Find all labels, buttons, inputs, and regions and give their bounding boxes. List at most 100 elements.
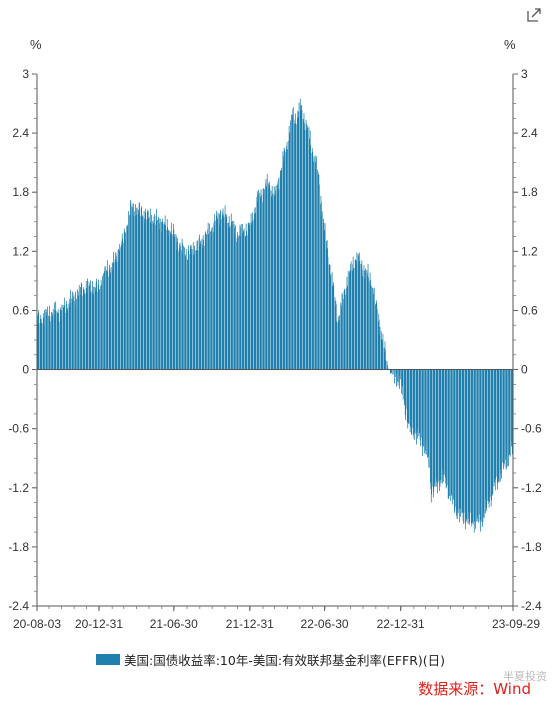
- bar: [341, 308, 342, 370]
- bar: [144, 218, 145, 370]
- bar: [88, 286, 90, 370]
- bar: [460, 369, 461, 517]
- bar: [355, 260, 357, 370]
- bar: [113, 251, 114, 370]
- bar: [66, 300, 67, 370]
- expand-icon[interactable]: [525, 6, 543, 24]
- y-tick-label-left: -1.8: [8, 540, 29, 554]
- bar: [277, 192, 278, 370]
- bar: [316, 156, 317, 370]
- bar: [339, 315, 340, 370]
- bar: [343, 290, 345, 370]
- bar: [99, 289, 100, 370]
- source-note: 数据来源：Wind: [418, 680, 531, 698]
- bar: [358, 252, 360, 370]
- bar: [149, 208, 151, 370]
- bar: [291, 114, 293, 370]
- bar: [122, 238, 123, 370]
- bar: [470, 369, 472, 513]
- bar: [416, 369, 418, 433]
- bar: [445, 369, 447, 489]
- bar: [46, 311, 47, 370]
- bar: [306, 127, 308, 370]
- bar: [172, 234, 174, 370]
- bar: [278, 189, 280, 370]
- bar: [378, 321, 379, 370]
- bar: [178, 248, 180, 370]
- bar: [125, 232, 126, 370]
- bar: [370, 285, 372, 370]
- bar: [204, 233, 206, 370]
- bar: [401, 369, 403, 387]
- bar: [126, 225, 128, 370]
- bar: [107, 271, 109, 370]
- y-tick-label-right: -1.8: [521, 540, 542, 554]
- bar: [177, 238, 178, 370]
- bar: [492, 369, 494, 494]
- bar: [431, 369, 433, 495]
- bar: [439, 369, 440, 491]
- bar: [303, 113, 305, 370]
- bar: [305, 119, 307, 370]
- bar: [417, 369, 418, 439]
- bar: [450, 369, 452, 496]
- bar: [315, 161, 317, 370]
- bar: [363, 265, 365, 370]
- bar: [352, 264, 354, 370]
- y-tick-label-right: 0.6: [521, 303, 538, 317]
- y-unit-left: %: [30, 37, 42, 52]
- bar: [231, 224, 233, 370]
- bar: [432, 369, 434, 498]
- bar: [269, 189, 271, 370]
- bar: [159, 229, 161, 370]
- bar: [477, 369, 478, 519]
- bar: [133, 211, 135, 370]
- bar: [311, 148, 313, 370]
- bar: [407, 369, 409, 424]
- bar: [439, 369, 441, 484]
- bar: [75, 298, 77, 370]
- bar: [37, 313, 39, 370]
- bar: [260, 198, 261, 370]
- bar: [294, 113, 296, 370]
- bar: [342, 294, 343, 370]
- bar: [104, 266, 106, 370]
- bar: [447, 369, 449, 499]
- bar: [163, 224, 165, 370]
- bar: [242, 223, 243, 370]
- bar: [262, 202, 264, 370]
- bar: [476, 369, 478, 522]
- bar: [37, 323, 39, 370]
- bar: [356, 263, 357, 370]
- bar: [103, 273, 104, 370]
- bar: [87, 278, 88, 370]
- bar: [292, 108, 294, 370]
- bar: [449, 369, 450, 497]
- bar: [335, 300, 337, 370]
- bar: [491, 369, 493, 489]
- bar: [230, 225, 232, 370]
- bar: [325, 241, 327, 370]
- bar: [147, 209, 149, 370]
- bar: [233, 223, 235, 370]
- bar: [41, 322, 42, 370]
- bar: [256, 191, 258, 370]
- bar: [457, 369, 459, 514]
- bar: [168, 230, 169, 370]
- bar: [280, 170, 282, 370]
- bar: [223, 216, 225, 370]
- bar: [298, 117, 299, 370]
- bar: [202, 248, 204, 370]
- bar: [476, 369, 478, 516]
- bar: [494, 369, 496, 483]
- bar: [173, 229, 175, 370]
- bar: [301, 109, 303, 370]
- bar: [398, 369, 399, 382]
- bar: [335, 304, 337, 370]
- bar: [387, 364, 388, 370]
- bar: [233, 221, 235, 370]
- bar: [66, 304, 68, 370]
- bar: [237, 235, 239, 370]
- bar: [315, 168, 316, 370]
- bar: [462, 369, 464, 513]
